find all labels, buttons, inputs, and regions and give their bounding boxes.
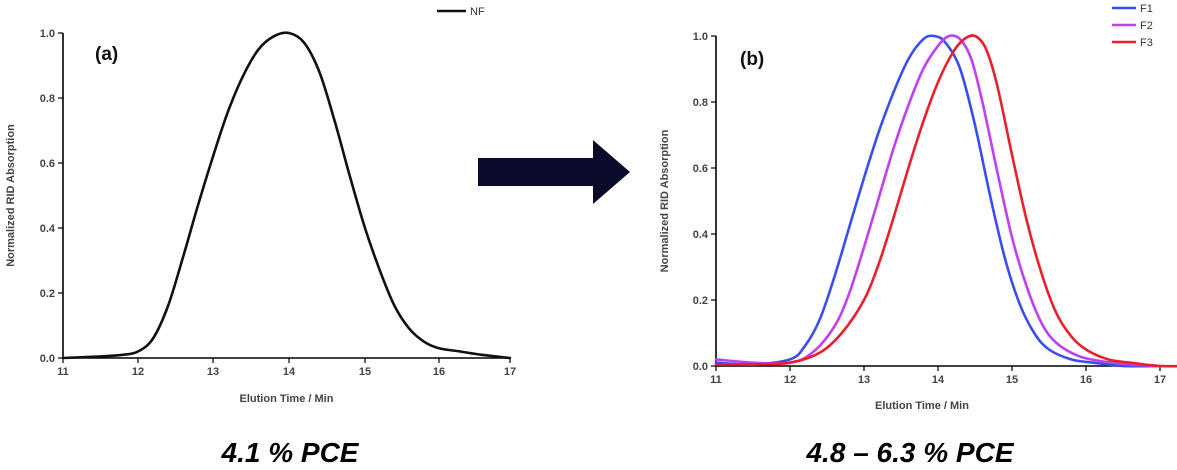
y-tick-label: 0.0 (693, 361, 708, 373)
x-tick-label: 16 (1080, 374, 1092, 386)
panel-b: 11 12 13 14 15 16 17 0.0 0.2 0.4 0.6 0.8 1.0 Elution … (659, 3, 1177, 412)
y-tick-label: 0.8 (693, 97, 708, 109)
y-tick-label: 0.6 (40, 158, 55, 170)
y-tick-label: 1.0 (40, 28, 55, 40)
x-tick-label: 14 (283, 366, 296, 378)
y-tick-label: 0.2 (40, 288, 55, 300)
y-tick-label: 0.8 (40, 93, 55, 105)
y-tick-label: 0.4 (693, 229, 709, 241)
legend-label: F2 (1140, 20, 1153, 32)
x-tick-label: 11 (57, 366, 69, 378)
series-line-f1 (714, 34, 1162, 368)
x-tick-label: 15 (359, 366, 371, 378)
panel-label: (a) (95, 44, 118, 65)
legend-label: F1 (1140, 3, 1153, 15)
panel-label: (b) (740, 49, 764, 70)
y-axis-title: Normalized RID Absorption (5, 124, 17, 267)
y-tick-label: 0.0 (40, 353, 55, 365)
caption-left: 4.1 % PCE (221, 437, 360, 468)
y-tick-label: 0.2 (693, 295, 708, 307)
y-tick-label: 1.0 (693, 31, 708, 43)
x-tick-label: 15 (1006, 374, 1018, 386)
legend-label: NF (470, 6, 485, 18)
x-tick-label: 12 (784, 374, 796, 386)
transition-arrow (478, 140, 630, 204)
x-tick-label: 12 (132, 366, 144, 378)
y-tick-label: 0.6 (693, 163, 708, 175)
x-tick-label: 11 (710, 374, 722, 386)
legend-label: F3 (1140, 37, 1153, 49)
series-line-f2 (714, 34, 1177, 368)
y-axis-title: Normalized RID Absorption (659, 129, 671, 272)
x-tick-label: 13 (207, 366, 219, 378)
caption-right: 4.8 – 6.3 % PCE (805, 437, 1014, 468)
x-tick-label: 17 (1154, 374, 1166, 386)
x-tick-label: 14 (932, 374, 945, 386)
x-tick-label: 16 (433, 366, 445, 378)
series-line-f3 (714, 34, 1177, 368)
x-axis-title: Elution Time / Min (875, 400, 969, 412)
series-line-nf (61, 31, 512, 360)
panel-a: 11 12 13 14 15 16 17 0.0 0.2 0.4 0.6 0.8 1.0 Elution … (5, 6, 516, 405)
x-axis-title: Elution Time / Min (240, 393, 334, 405)
y-tick-label: 0.4 (40, 223, 56, 235)
x-tick-label: 13 (858, 374, 870, 386)
x-tick-label: 17 (504, 366, 516, 378)
